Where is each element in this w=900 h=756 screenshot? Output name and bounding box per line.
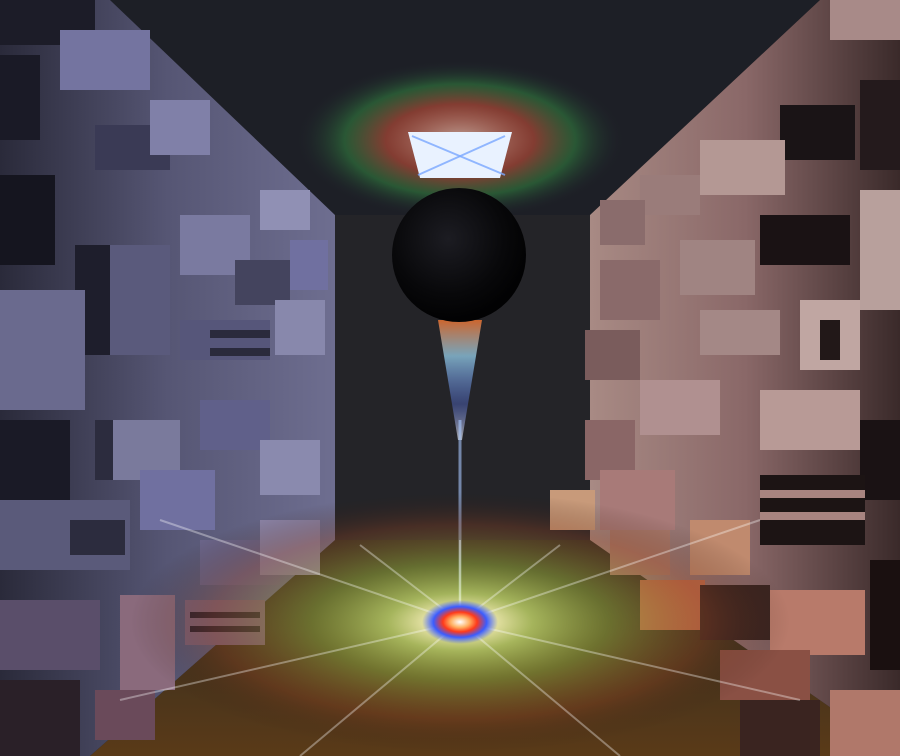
refracted-beam (438, 320, 482, 440)
black-sphere (392, 188, 526, 322)
right-wall (550, 0, 900, 756)
caustic-rays (119, 519, 801, 756)
caustic-core (422, 600, 498, 644)
left-wall (0, 0, 335, 756)
